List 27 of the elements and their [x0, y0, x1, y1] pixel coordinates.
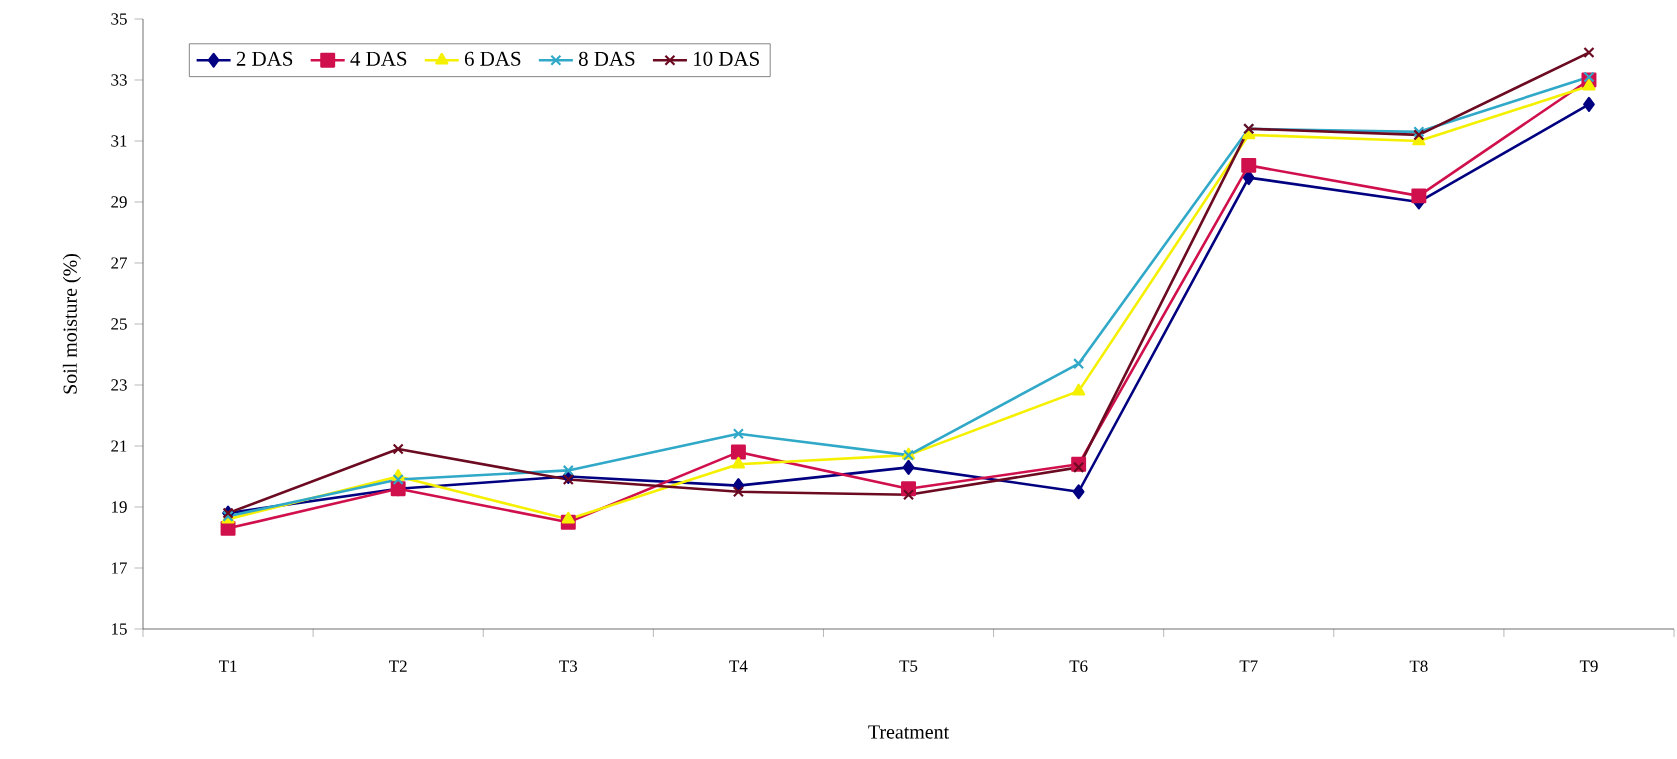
y-tick-label: 33: [111, 74, 127, 86]
legend-label: 8 DAS: [578, 51, 635, 66]
y-tick-label: 35: [111, 13, 127, 25]
y-tick-label: 23: [111, 379, 127, 391]
legend-label: 4 DAS: [350, 51, 407, 66]
y-tick-label: 19: [112, 501, 127, 513]
legend-label: 10 DAS: [694, 51, 759, 66]
x-tick-label: T3: [559, 660, 578, 672]
x-axis-title: Treatment: [868, 725, 950, 739]
legend-label: 2 DAS: [236, 51, 293, 66]
y-tick-label: 15: [112, 623, 127, 635]
y-tick-label: 25: [111, 318, 127, 330]
x-tick-label: T8: [1409, 660, 1428, 672]
y-tick-label: 31: [111, 135, 127, 147]
y-tick-label: 17: [112, 562, 127, 574]
y-tick-label: 27: [111, 257, 127, 269]
x-tick-label: T1: [218, 660, 237, 672]
y-tick-label: 29: [111, 196, 127, 208]
x-tick-label: T6: [1069, 660, 1088, 672]
y-tick-label: 21: [111, 440, 127, 452]
x-tick-label: T5: [899, 660, 918, 672]
x-tick-label: T7: [1239, 660, 1258, 672]
x-tick-label: T9: [1579, 660, 1598, 672]
x-tick-label: T4: [729, 660, 748, 672]
legend-label: 6 DAS: [464, 51, 521, 66]
x-tick-label: T2: [389, 660, 407, 672]
y-axis-title: Soil moisture (%): [62, 254, 81, 394]
